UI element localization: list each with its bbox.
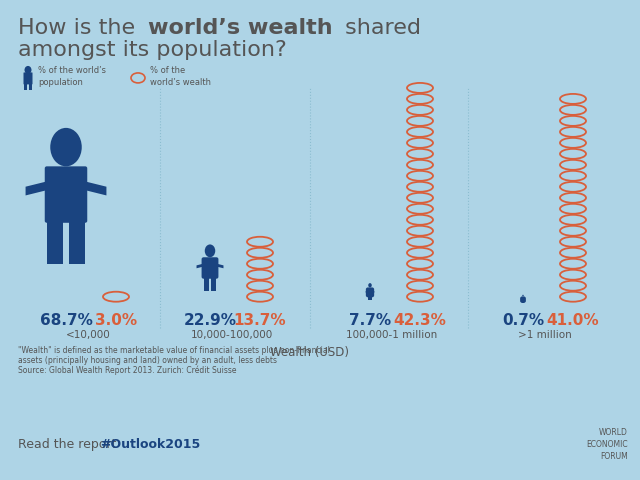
Polygon shape <box>524 299 525 300</box>
Ellipse shape <box>522 295 524 297</box>
Ellipse shape <box>24 66 31 74</box>
Polygon shape <box>211 277 216 291</box>
Text: 3.0%: 3.0% <box>95 312 137 328</box>
Text: 13.7%: 13.7% <box>234 312 286 328</box>
Polygon shape <box>29 84 32 90</box>
Text: % of the world’s
population: % of the world’s population <box>38 66 106 87</box>
Text: How is the: How is the <box>18 18 142 38</box>
Polygon shape <box>372 291 374 292</box>
Text: world’s wealth: world’s wealth <box>148 18 333 38</box>
Polygon shape <box>204 277 209 291</box>
FancyBboxPatch shape <box>24 72 33 84</box>
Text: 7.7%: 7.7% <box>349 312 391 328</box>
Polygon shape <box>523 301 524 303</box>
Text: 0.7%: 0.7% <box>502 312 544 328</box>
Text: 22.9%: 22.9% <box>184 312 237 328</box>
Polygon shape <box>522 301 523 303</box>
Polygon shape <box>69 221 85 264</box>
Polygon shape <box>24 84 27 90</box>
Text: 42.3%: 42.3% <box>394 312 447 328</box>
Text: shared: shared <box>338 18 421 38</box>
FancyBboxPatch shape <box>366 288 374 297</box>
Text: "Wealth" is defined as the marketable value of financial assets plus non-financi: "Wealth" is defined as the marketable va… <box>18 346 330 355</box>
Text: % of the
world’s wealth: % of the world’s wealth <box>150 66 211 87</box>
Text: Wealth (USD): Wealth (USD) <box>271 346 349 359</box>
Ellipse shape <box>368 283 372 288</box>
Polygon shape <box>47 221 63 264</box>
FancyBboxPatch shape <box>520 297 526 303</box>
Polygon shape <box>26 181 47 195</box>
Text: Read the report: Read the report <box>18 438 120 451</box>
Ellipse shape <box>205 244 215 257</box>
Polygon shape <box>216 264 223 268</box>
Text: assets (principally housing and land) owned by an adult, less debts: assets (principally housing and land) ow… <box>18 356 277 365</box>
Polygon shape <box>196 264 204 268</box>
Text: 10,000-100,000: 10,000-100,000 <box>191 330 273 340</box>
Ellipse shape <box>51 128 82 167</box>
Polygon shape <box>85 181 106 195</box>
Text: 100,000-1 million: 100,000-1 million <box>346 330 438 340</box>
Text: 68.7%: 68.7% <box>40 312 92 328</box>
Text: <10,000: <10,000 <box>66 330 110 340</box>
Polygon shape <box>371 295 372 300</box>
Text: amongst its population?: amongst its population? <box>18 40 287 60</box>
Text: 41.0%: 41.0% <box>547 312 599 328</box>
Text: #Outlook2015: #Outlook2015 <box>100 438 200 451</box>
FancyBboxPatch shape <box>202 257 218 279</box>
Text: Source: Global Wealth Report 2013. Zurich: Crédit Suisse: Source: Global Wealth Report 2013. Zuric… <box>18 366 237 375</box>
Polygon shape <box>368 295 370 300</box>
FancyBboxPatch shape <box>45 167 87 223</box>
Text: >1 million: >1 million <box>518 330 572 340</box>
Polygon shape <box>365 291 368 292</box>
Text: WORLD
ECONOMIC
FORUM: WORLD ECONOMIC FORUM <box>586 429 628 461</box>
Polygon shape <box>521 299 522 300</box>
